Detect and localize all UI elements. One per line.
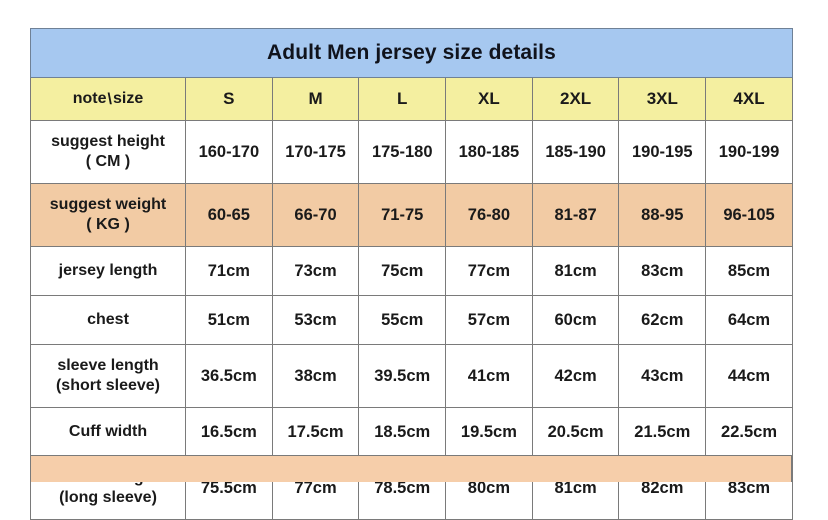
- cell-value: 96-105: [705, 183, 793, 247]
- cell-value: 36.5cm: [185, 344, 273, 408]
- column-header-4xl: 4XL: [705, 77, 793, 121]
- table-row: jersey length 71cm 73cm 75cm 77cm 81cm 8…: [30, 246, 793, 296]
- cell-value: 17.5cm: [271, 407, 360, 457]
- diagonal-slash-icon: \: [107, 91, 112, 108]
- row-label: suggest weight ( KG ): [30, 183, 186, 247]
- column-header-2xl: 2XL: [531, 77, 620, 121]
- size-label: size: [112, 90, 144, 107]
- chart-title: Adult Men jersey size details: [30, 28, 793, 78]
- row-label-line2: (short sleeve): [55, 377, 161, 394]
- size-details-table: Adult Men jersey size details note\size …: [30, 28, 793, 520]
- cell-value: 180-185: [445, 120, 533, 184]
- table-row: suggest height ( CM ) 160-170 170-175 17…: [30, 120, 793, 184]
- cell-value: 190-195: [618, 120, 707, 184]
- cell-value: 77cm: [445, 246, 533, 296]
- cell-value: 41cm: [445, 344, 533, 408]
- column-header-l: L: [358, 77, 447, 121]
- cell-value: 85cm: [705, 246, 793, 296]
- cell-value: 55cm: [358, 295, 447, 345]
- cell-value: 175-180: [358, 120, 447, 184]
- row-label-line1: suggest height: [51, 132, 165, 150]
- row-label: chest: [30, 295, 186, 345]
- table-header-row: note\size S M L XL 2XL 3XL 4XL: [30, 77, 793, 121]
- row-label: jersey length: [30, 246, 186, 296]
- cell-value: 64cm: [705, 295, 793, 345]
- row-label: suggest height ( CM ): [30, 120, 186, 184]
- cell-value: 71cm: [185, 246, 273, 296]
- table-title-row: Adult Men jersey size details: [30, 28, 793, 78]
- cell-value: 60cm: [531, 295, 620, 345]
- cell-value: 66-70: [271, 183, 360, 247]
- cell-value: 18.5cm: [358, 407, 447, 457]
- table-row: chest 51cm 53cm 55cm 57cm 60cm 62cm 64cm: [30, 295, 793, 345]
- cell-value: 75cm: [358, 246, 447, 296]
- table-body: Adult Men jersey size details note\size …: [30, 28, 793, 520]
- cell-value: 51cm: [185, 295, 273, 345]
- cell-value: 42cm: [531, 344, 620, 408]
- row-label-line2: ( KG ): [86, 216, 130, 233]
- bottom-highlight-strip: [30, 455, 792, 482]
- row-label: Cuff width: [30, 407, 186, 457]
- column-header-xl: XL: [445, 77, 533, 121]
- row-label-line1: Cuff width: [68, 422, 148, 440]
- cell-value: 81cm: [531, 246, 620, 296]
- size-chart-container: Adult Men jersey size details note\size …: [30, 28, 793, 520]
- cell-value: 170-175: [271, 120, 360, 184]
- column-header-3xl: 3XL: [618, 77, 707, 121]
- row-label-line1: suggest weight: [49, 195, 167, 213]
- row-label-line1: jersey length: [58, 261, 158, 279]
- cell-value: 38cm: [271, 344, 360, 408]
- cell-value: 60-65: [185, 183, 273, 247]
- cell-value: 88-95: [618, 183, 707, 247]
- row-label-line1: sleeve length: [57, 356, 159, 374]
- column-header-m: M: [271, 77, 360, 121]
- cell-value: 44cm: [705, 344, 793, 408]
- cell-value: 43cm: [618, 344, 707, 408]
- cell-value: 53cm: [271, 295, 360, 345]
- cell-value: 57cm: [445, 295, 533, 345]
- cell-value: 62cm: [618, 295, 707, 345]
- cell-value: 19.5cm: [445, 407, 533, 457]
- cell-value: 20.5cm: [531, 407, 620, 457]
- column-header-s: S: [185, 77, 273, 121]
- row-label: sleeve length (short sleeve): [30, 344, 186, 408]
- table-row: suggest weight ( KG ) 60-65 66-70 71-75 …: [30, 183, 793, 247]
- table-row: Cuff width 16.5cm 17.5cm 18.5cm 19.5cm 2…: [30, 407, 793, 457]
- cell-value: 83cm: [618, 246, 707, 296]
- row-label-line2: (long sleeve): [59, 489, 157, 506]
- cell-value: 76-80: [445, 183, 533, 247]
- cell-value: 73cm: [271, 246, 360, 296]
- cell-value: 81-87: [531, 183, 620, 247]
- cell-value: 190-199: [705, 120, 793, 184]
- cell-value: 39.5cm: [358, 344, 447, 408]
- cell-value: 71-75: [358, 183, 447, 247]
- table-row: sleeve length (short sleeve) 36.5cm 38cm…: [30, 344, 793, 408]
- cell-value: 185-190: [531, 120, 620, 184]
- cell-value: 160-170: [185, 120, 273, 184]
- cell-value: 16.5cm: [185, 407, 273, 457]
- row-label-line1: chest: [87, 310, 129, 328]
- note-size-inner: note\size: [71, 90, 145, 108]
- row-label-line2: ( CM ): [85, 153, 131, 170]
- note-label: note: [72, 90, 107, 107]
- note-size-corner-cell: note\size: [30, 77, 186, 121]
- cell-value: 21.5cm: [618, 407, 707, 457]
- cell-value: 22.5cm: [705, 407, 793, 457]
